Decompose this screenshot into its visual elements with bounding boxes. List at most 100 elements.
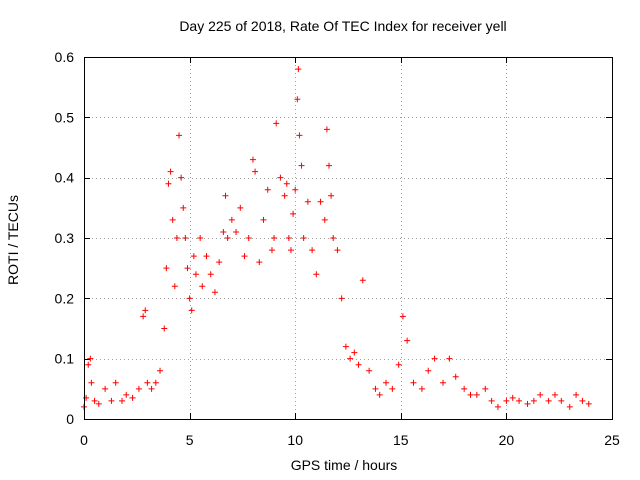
data-point [585,400,592,407]
data-point [192,271,199,278]
data-point [334,247,341,254]
data-point [95,400,102,407]
data-point [342,343,349,350]
data-point [313,271,320,278]
data-point [351,349,358,356]
data-point [135,385,142,392]
data-point [452,373,459,380]
y-tick-label: 0.5 [55,109,75,125]
data-point [216,259,223,266]
data-point [129,394,136,401]
x-tick-label: 5 [186,432,194,448]
data-point [290,210,297,217]
x-tick-label: 0 [80,432,88,448]
data-point [224,235,231,241]
data-point [321,216,328,223]
data-point [207,271,214,278]
data-point [537,391,544,398]
data-point [281,192,288,199]
data-point [88,379,95,386]
data-point [228,216,235,223]
data-point [148,385,155,392]
data-points [81,66,592,410]
data-point [256,259,263,266]
data-point [446,355,453,362]
data-point [176,132,183,139]
data-point [188,307,195,314]
x-tick-label: 15 [393,432,409,448]
data-point [283,180,290,187]
data-point [119,397,126,404]
data-point [140,313,147,320]
data-point [252,168,259,175]
data-point [300,235,307,241]
data-point [222,192,229,199]
data-point [108,397,115,404]
data-point [264,186,271,193]
data-point [330,235,337,241]
data-point [186,295,193,302]
data-point [87,355,94,362]
data-point [372,385,379,392]
data-point [338,295,345,302]
data-point [197,235,204,241]
data-point [249,156,256,163]
x-tick-label: 20 [499,432,515,448]
data-point [410,379,417,386]
data-point [123,391,130,398]
data-point [328,192,335,199]
data-point [287,247,294,254]
data-point [285,235,292,241]
data-point [237,204,244,211]
data-point [494,403,501,410]
data-point [440,379,447,386]
x-tick-label: 25 [604,432,620,448]
data-point [467,391,474,398]
data-point [317,198,324,205]
data-point [161,325,168,332]
data-point [298,162,305,169]
data-point [260,216,267,223]
data-point [431,355,438,362]
data-point [425,367,432,374]
data-point [347,355,354,362]
y-tick-labels: 0 0.1 0.2 0.3 0.4 0.5 0.6 [55,49,75,427]
data-point [355,361,362,368]
data-point [203,253,210,260]
data-point [173,235,180,241]
data-point [167,168,174,175]
axis-ticks [84,57,613,420]
y-tick-label: 0.4 [55,170,75,186]
data-point [271,235,278,241]
data-point [292,186,299,193]
data-point [220,228,227,235]
data-point [503,397,510,404]
data-point [366,367,373,374]
data-point [395,361,402,368]
data-point [163,265,170,272]
data-point [180,204,187,211]
data-point [389,385,396,392]
grid-lines [84,57,612,419]
y-tick-label: 0.1 [55,351,75,367]
data-point [233,228,240,235]
data-point [509,394,516,401]
data-point [304,198,311,205]
data-point [579,397,586,404]
data-point [178,174,185,181]
x-tick-labels: 0 5 10 15 20 25 [80,432,620,448]
data-point [488,397,495,404]
data-point [359,277,366,284]
data-point [169,216,176,223]
data-point [482,385,489,392]
data-point [91,397,98,404]
data-point [171,283,178,290]
data-point [273,120,280,127]
data-point [152,379,159,386]
chart-title: Day 225 of 2018, Rate Of TEC Index for r… [179,18,506,34]
data-point [566,403,573,410]
data-point [404,337,411,344]
data-point [157,367,164,374]
data-point [473,391,480,398]
